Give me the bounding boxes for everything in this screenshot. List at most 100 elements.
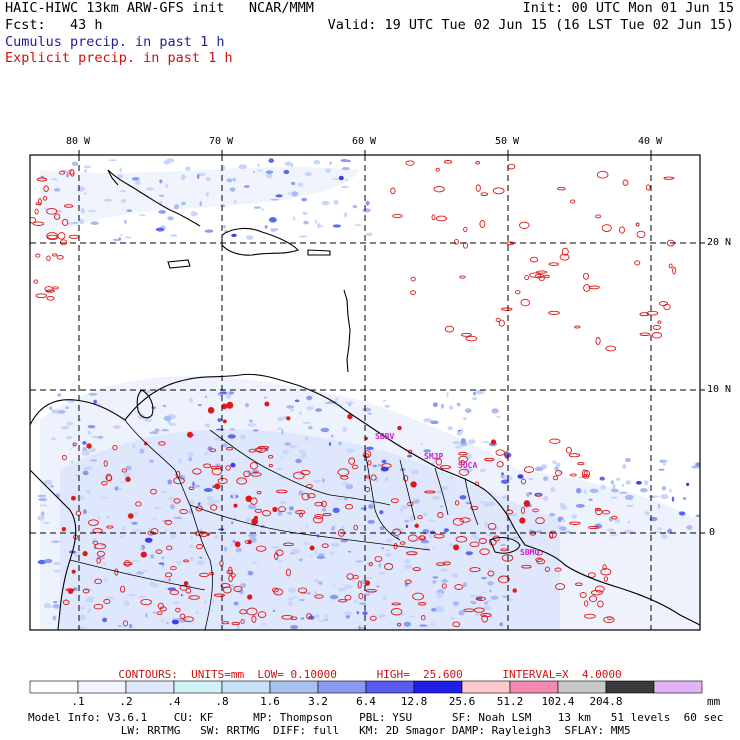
- cumulus-cell: [576, 487, 582, 494]
- cumulus-cell: [294, 399, 300, 403]
- cumulus-cell: [432, 402, 438, 408]
- explicit-contour: [96, 557, 101, 564]
- cumulus-cell: [196, 560, 205, 566]
- cumulus-cell: [257, 163, 260, 167]
- cumulus-cell: [123, 600, 130, 606]
- cumulus-cell: [151, 406, 156, 410]
- cumulus-cell: [40, 175, 44, 178]
- cumulus-cell: [160, 619, 165, 622]
- cumulus-cell: [245, 517, 251, 523]
- cumulus-cell: [298, 449, 307, 453]
- cumulus-cell: [176, 560, 183, 565]
- cumulus-cell: [231, 233, 237, 237]
- cumulus-cell: [180, 593, 183, 597]
- explicit-contour: [433, 533, 445, 539]
- explicit-contour: [314, 594, 324, 599]
- cumulus-cell: [330, 434, 334, 438]
- cumulus-cell: [286, 405, 295, 409]
- explicit-contour: [225, 447, 233, 451]
- cumulus-cell: [161, 429, 170, 432]
- cumulus-cell: [57, 393, 62, 397]
- cumulus-cell: [91, 435, 100, 439]
- cumulus-cell: [107, 596, 115, 600]
- cumulus-cell: [302, 421, 312, 424]
- heavy-precip-cell: [67, 588, 74, 594]
- lon-label-60w: 60 W: [352, 136, 377, 147]
- cumulus-cell: [340, 159, 349, 162]
- valid-time: Valid: 19 UTC Tue 02 Jun 15 (16 LST Tue …: [327, 17, 734, 33]
- explicit-contour: [577, 462, 585, 466]
- explicit-contour: [470, 505, 479, 511]
- cumulus-cell: [44, 603, 51, 608]
- cumulus-cell: [423, 449, 431, 453]
- cumulus-cell: [331, 526, 335, 531]
- cumulus-cell: [407, 455, 413, 458]
- cumulus-cell: [243, 185, 250, 188]
- cumulus-cell: [291, 191, 299, 197]
- explicit-contour: [479, 548, 490, 556]
- explicit-contour: [519, 221, 530, 229]
- explicit-contour: [554, 567, 562, 572]
- explicit-contour: [295, 509, 306, 515]
- explicit-contour: [658, 301, 669, 307]
- field-cumulus-label: Cumulus precip. in past 1 h: [5, 34, 225, 50]
- heavy-precip-cell: [206, 532, 210, 536]
- cumulus-cell: [313, 590, 318, 595]
- explicit-contour: [475, 184, 481, 192]
- cumulus-cell: [127, 594, 136, 597]
- explicit-contour: [243, 470, 251, 478]
- cumulus-cell: [265, 448, 269, 452]
- cumulus-cell: [190, 211, 196, 217]
- model-info-line2: LW: RRTMG SW: RRTMG DIFF: full KM: 2D Sm…: [28, 724, 631, 737]
- cumulus-cell: [204, 395, 208, 399]
- cumulus-cell: [686, 525, 693, 530]
- explicit-contour: [437, 512, 444, 519]
- cumulus-cell: [490, 595, 499, 600]
- cumulus-cell: [302, 211, 308, 215]
- cumulus-cell: [226, 392, 230, 396]
- cumulus-cell: [57, 410, 66, 414]
- cumulus-cell: [102, 561, 106, 566]
- cumulus-cell: [77, 626, 86, 630]
- explicit-contour: [88, 519, 99, 526]
- cumulus-cell: [452, 601, 460, 606]
- cumulus-cell: [653, 531, 662, 533]
- cumulus-cell: [247, 503, 257, 510]
- cumulus-cell: [232, 539, 236, 544]
- explicit-contour: [611, 515, 618, 520]
- scale-tick-label: 51.2: [496, 695, 524, 708]
- cumulus-cell: [144, 418, 153, 423]
- cumulus-cell: [192, 484, 201, 488]
- cumulus-cell: [230, 462, 236, 468]
- explicit-contour: [258, 445, 270, 449]
- station-smjp: SMJP: [424, 452, 444, 461]
- cumulus-cell: [365, 232, 373, 237]
- cumulus-cell: [450, 475, 453, 480]
- cumulus-cell: [174, 204, 180, 210]
- explicit-contour: [536, 270, 548, 274]
- cumulus-cell: [203, 488, 213, 492]
- border-ticks: [78, 150, 705, 534]
- explicit-contour: [588, 285, 600, 290]
- explicit-contour: [230, 573, 236, 578]
- explicit-contour: [276, 489, 288, 494]
- cumulus-cell: [663, 461, 666, 467]
- cumulus-cell: [43, 479, 53, 485]
- explicit-contour: [392, 528, 401, 536]
- cumulus-cell: [356, 611, 359, 615]
- cumulus-cell: [405, 524, 409, 529]
- cumulus-cell: [171, 618, 181, 620]
- cumulus-cell: [430, 621, 433, 626]
- cumulus-cell: [499, 622, 504, 627]
- cumulus-cell: [606, 528, 615, 532]
- cumulus-cell: [81, 450, 91, 456]
- explicit-contour: [521, 564, 532, 569]
- explicit-contour: [251, 615, 257, 623]
- explicit-contour: [594, 585, 605, 593]
- contours-info: CONTOURS: UNITS=mm LOW= 0.10000 HIGH= 25…: [118, 668, 622, 681]
- explicit-contour: [575, 582, 583, 586]
- explicit-contour: [574, 325, 581, 329]
- cumulus-cell: [578, 476, 584, 479]
- explicit-contour: [475, 161, 480, 165]
- cumulus-cell: [119, 190, 127, 193]
